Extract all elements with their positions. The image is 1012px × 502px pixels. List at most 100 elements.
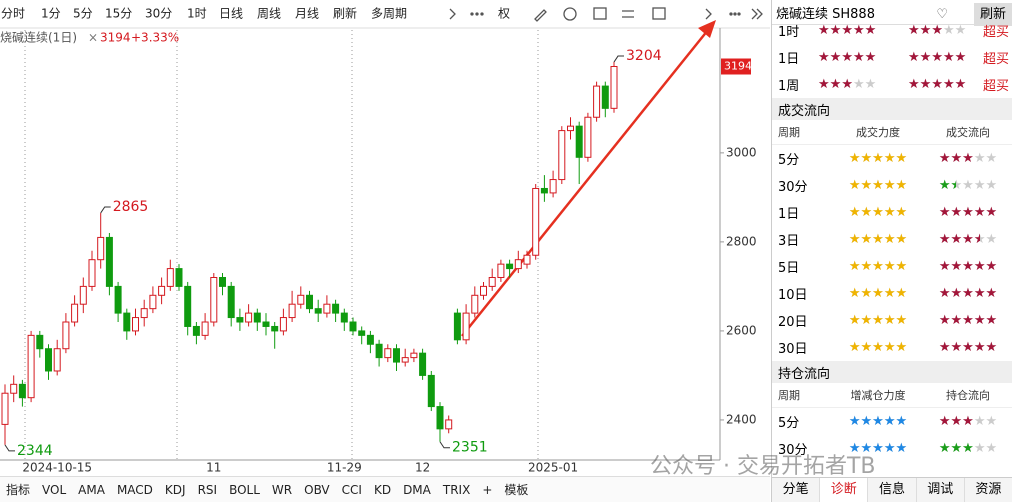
- star-fill: ★: [883, 314, 896, 327]
- star-fill: ★: [931, 51, 943, 64]
- flow-row: 5日 ★ ★ ★ ★ ★ ★ ★ ★ ★ ★ ★ ★ ★ ★ ★ ★ ★ ★ ★ ★: [772, 253, 1012, 280]
- candle-body: [401, 357, 409, 363]
- candle-body: [323, 303, 331, 314]
- indicator-tab[interactable]: KD: [373, 482, 392, 497]
- y-tick-label: 2800: [726, 234, 757, 248]
- panel-tab[interactable]: 调试: [917, 478, 965, 502]
- star-fill: ★: [860, 287, 873, 300]
- star: ★★: [931, 23, 943, 38]
- panel-tab[interactable]: 资源: [965, 478, 1012, 502]
- annotation-leader: [613, 55, 624, 63]
- star-fill: ★: [883, 341, 896, 354]
- watermark: 公众号 · 交易开拓者TB: [650, 454, 876, 479]
- candle-body: [558, 130, 566, 181]
- annotation-leader: [439, 441, 450, 449]
- star-fill: ★: [973, 314, 986, 327]
- period: 1时: [778, 25, 800, 40]
- refresh-button[interactable]: 刷新: [973, 2, 1012, 26]
- toolbar-item[interactable]: 月线: [295, 7, 319, 21]
- candle-body: [71, 303, 79, 323]
- star-fill: ★: [872, 442, 884, 455]
- indicator-tab[interactable]: RSI: [197, 482, 218, 497]
- star: ★★: [942, 50, 955, 65]
- x-tick-label: 11: [206, 461, 221, 475]
- star: ★★: [860, 232, 873, 247]
- panel-tab[interactable]: 分笔: [772, 478, 821, 502]
- toolbar-item[interactable]: 周线: [257, 7, 281, 21]
- star: ★★: [985, 151, 998, 166]
- star-rating: ★★★★★★★★★★: [849, 205, 907, 220]
- indicator-tab[interactable]: DMA: [403, 482, 431, 497]
- star: ★★: [985, 286, 998, 301]
- star-fill: ★: [829, 24, 842, 37]
- candle-body: [219, 276, 226, 287]
- toolbar-item[interactable]: 分时: [1, 7, 25, 21]
- candle-body: [297, 294, 305, 305]
- flow-row: 5分★★★★★★★★★★★★★★★★★★★★: [772, 145, 1012, 172]
- star-fill: ★: [860, 260, 873, 273]
- candle-body: [227, 285, 235, 319]
- indicator-tab[interactable]: KDJ: [164, 482, 186, 497]
- flow-row: 30分★★★★★★★★★★★★★★★★★★★★: [772, 172, 1012, 199]
- indicator-tab[interactable]: OBV: [304, 482, 330, 497]
- star-rating: ★★★★★★★★★★: [939, 313, 997, 328]
- star: ★★: [962, 441, 974, 456]
- indicator-tab[interactable]: BOLL: [229, 482, 260, 497]
- toolbar-item[interactable]: 15分: [105, 7, 132, 21]
- indicator-tab[interactable]: TRIX: [442, 482, 471, 497]
- star-fill: ★: [985, 314, 998, 327]
- star-fill: ★: [951, 179, 957, 192]
- indicator-tab[interactable]: VOL: [42, 482, 67, 497]
- candle-body: [123, 312, 131, 332]
- close-icon[interactable]: ×: [88, 31, 98, 45]
- star: ★★: [872, 205, 884, 220]
- favorite-icon[interactable]: ♡: [936, 6, 948, 22]
- indicator-tab[interactable]: MACD: [116, 482, 153, 497]
- star-fill: ★: [950, 415, 963, 428]
- star: ★★: [973, 232, 986, 247]
- indicator-tab[interactable]: 模板: [504, 483, 529, 497]
- flow-row: 3日★★★★★★★★★★★★★★★★★★★★: [772, 226, 1012, 253]
- star-fill: ★: [950, 206, 963, 219]
- indicator-tab[interactable]: 指标: [6, 483, 31, 497]
- indicator-tab[interactable]: AMA: [78, 482, 105, 497]
- toolbar-item[interactable]: 5分: [73, 7, 93, 21]
- star-fill: ★: [883, 287, 896, 300]
- star-fill: ★: [895, 314, 908, 327]
- toolbar-item[interactable]: 刷新: [333, 6, 357, 21]
- star-fill: ★: [872, 260, 884, 273]
- toolbar-item[interactable]: 1分: [41, 7, 61, 21]
- toolbar-item[interactable]: 多周期: [371, 7, 407, 21]
- toolbar-item[interactable]: 1时: [187, 7, 207, 21]
- signal-row: 1日 ★ ★ ★ ★ ★ ★ ★ ★ ★ ★ ★ ★ ★ ★ ★ ★ ★ ★ ★ ★ 超买: [772, 44, 1012, 71]
- star-fill: ★: [883, 415, 896, 428]
- strength: ★ ★ ★ ★ ★ ★ ★ ★ ★ ★: [828, 259, 928, 274]
- toolbar-icons[interactable]: [449, 7, 763, 22]
- toolbar-item[interactable]: 权: [498, 7, 510, 21]
- panel-tab[interactable]: 信息: [868, 478, 917, 502]
- toolbar-item[interactable]: 日线: [219, 7, 243, 21]
- column-header: 成交流向: [946, 126, 990, 139]
- star: ★★: [864, 23, 877, 38]
- star-fill: ★: [954, 51, 967, 64]
- star: ★★: [962, 286, 974, 301]
- star-rating: ★★★★★★★★★★: [818, 23, 876, 38]
- star: ★★: [883, 259, 896, 274]
- indicator-tab[interactable]: WR: [271, 482, 293, 497]
- section-title: 成交流向: [772, 98, 1012, 120]
- panel-tab[interactable]: 诊断: [820, 478, 869, 502]
- panel-title: 烧碱连续 SH888: [776, 6, 875, 22]
- annotation: 2344: [17, 443, 53, 459]
- indicator-tab[interactable]: +: [482, 482, 493, 497]
- star: ★★: [895, 259, 908, 274]
- star-fill: ★: [942, 51, 955, 64]
- candle-body: [445, 419, 453, 430]
- toolbar-item[interactable]: 30分: [145, 7, 172, 21]
- star: ★★: [895, 151, 908, 166]
- star: ★★: [973, 414, 986, 429]
- strength: ★ ★ ★ ★ ★ ★ ★ ★ ★ ★: [828, 151, 928, 166]
- star-fill: ★: [829, 51, 842, 64]
- star: ★★: [950, 151, 963, 166]
- indicator-tab[interactable]: CCI: [341, 482, 362, 497]
- period: 10日: [778, 288, 808, 303]
